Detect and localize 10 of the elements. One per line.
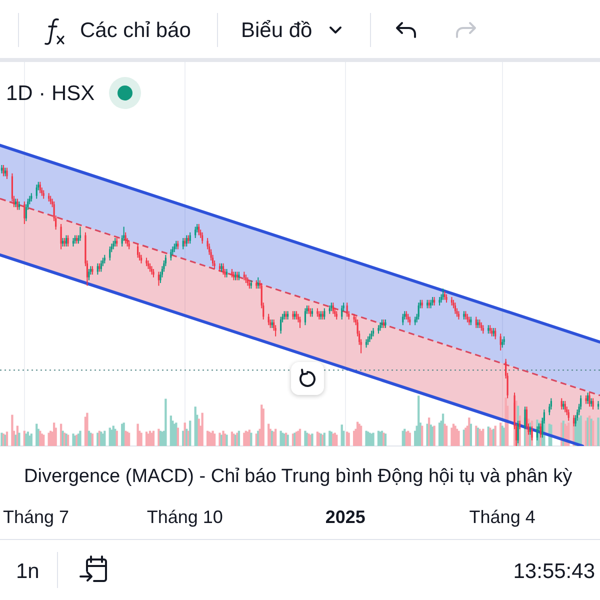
text: 1n: [16, 560, 40, 583]
x-tick-label: 2025: [325, 506, 366, 527]
text: Các chỉ báo: [80, 19, 191, 42]
text: Biểu đồ: [241, 19, 312, 42]
x-tick-label: Tháng 10: [146, 506, 223, 527]
text: Divergence (MACD) - Chỉ báo Trung bình Động hội tụ và phân kỳ: [24, 466, 572, 487]
text: 13:55:43: [513, 560, 595, 583]
x-tick-label: Tháng 7: [2, 506, 70, 527]
chart-title: 1D · HSX: [6, 82, 95, 105]
x-tick-label: Tháng 4: [469, 506, 536, 527]
